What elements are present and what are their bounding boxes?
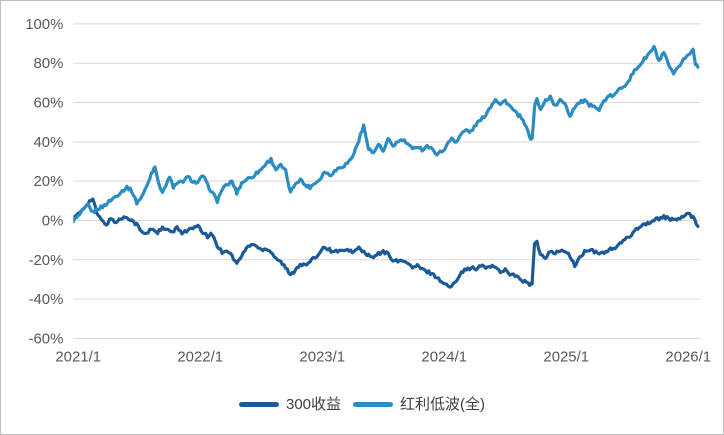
x-tick-label: 2025/1	[543, 348, 589, 365]
y-tick-label: 60%	[34, 95, 64, 112]
y-tick-label: 0%	[42, 212, 64, 229]
y-tick-label: -40%	[29, 291, 64, 308]
x-tick-label: 2023/1	[299, 348, 345, 365]
x-tick-label: 2024/1	[421, 348, 467, 365]
y-tick-label: 80%	[34, 55, 64, 72]
legend-item-300: 300收益	[238, 396, 342, 413]
y-tick-label: 100%	[25, 16, 63, 33]
x-tick-label: 2022/1	[177, 348, 223, 365]
y-tick-label: 20%	[34, 173, 64, 190]
legend-line-swatch-dark-icon	[238, 402, 279, 407]
legend-label-dividend-lowvol: 红利低波(全)	[400, 396, 486, 413]
series-line-1	[73, 44, 700, 224]
legend-label-300: 300收益	[285, 396, 342, 413]
y-tick-label: 40%	[34, 134, 64, 151]
series-line-0	[73, 197, 700, 289]
legend-line-swatch-light-icon	[353, 402, 394, 407]
y-tick-label: -60%	[29, 330, 64, 347]
x-tick-label: 2021/1	[55, 348, 101, 365]
y-tick-label: -20%	[29, 252, 64, 269]
x-tick-label: 2026/1	[665, 348, 711, 365]
legend-item-dividend-lowvol: 红利低波(全)	[353, 397, 485, 412]
chart-legend: 300收益 红利低波(全)	[1, 397, 723, 412]
